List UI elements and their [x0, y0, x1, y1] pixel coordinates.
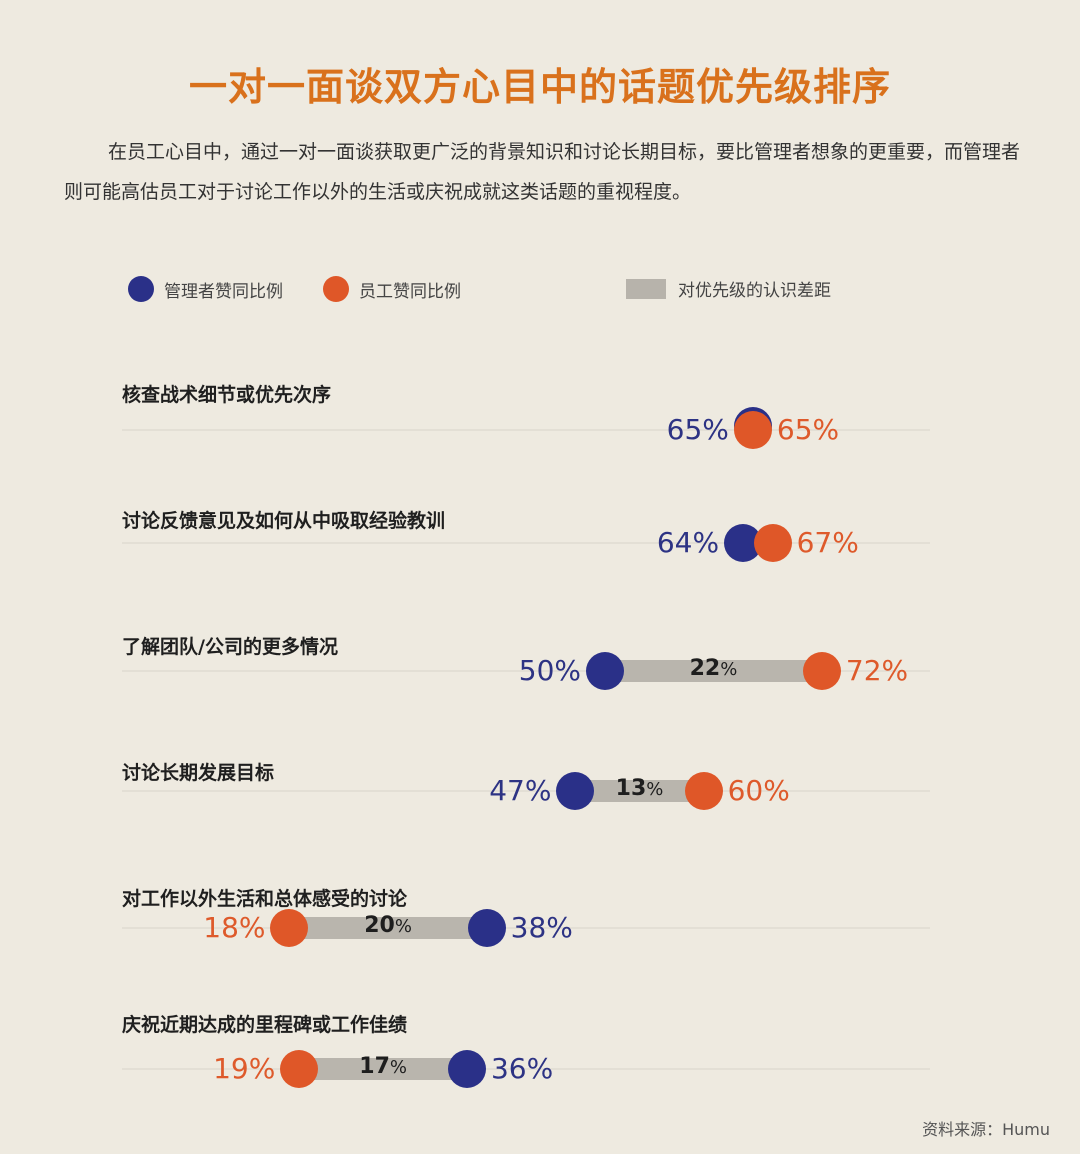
- employee-dot: [733, 411, 772, 449]
- row-label: 庆祝近期达成的里程碑或工作佳绩: [122, 1014, 408, 1036]
- row-baseline: [122, 542, 930, 544]
- gap-percent-sign: %: [389, 1057, 408, 1078]
- gap-value: 20%: [364, 913, 412, 938]
- gap-value: 13%: [616, 776, 664, 801]
- row-baseline: [122, 1068, 930, 1070]
- legend-item-employee: 员工赞同比例: [323, 276, 461, 302]
- intro-text: 在员工心目中，通过一对一面谈获取更广泛的背景知识和讨论长期目标，要比管理者想象的…: [64, 141, 1021, 203]
- employee-value: 67%: [796, 526, 859, 559]
- gap-percent-sign: %: [720, 659, 738, 680]
- row-label: 了解团队/公司的更多情况: [122, 636, 338, 658]
- row-baseline: [122, 670, 930, 672]
- legend-label-employee: 员工赞同比例: [359, 281, 461, 302]
- row-label: 核查战术细节或优先次序: [122, 384, 332, 406]
- employee-value: 19%: [213, 1052, 276, 1085]
- gap-bar: [289, 917, 487, 939]
- manager-dot: [586, 652, 624, 690]
- gap-percent-sign: %: [394, 916, 412, 937]
- gap-bar: [605, 660, 822, 682]
- manager-value: 38%: [510, 911, 573, 944]
- legend-item-manager: 管理者赞同比例: [128, 276, 283, 302]
- chart-title: 一对一面谈双方心目中的话题优先级排序: [188, 64, 891, 109]
- row-baseline: [122, 927, 930, 929]
- gap-value: 22%: [690, 656, 738, 681]
- legend-item-gap: 对优先级的认识差距: [626, 276, 831, 301]
- legend-label-manager: 管理者赞同比例: [164, 281, 283, 302]
- manager-value: 47%: [489, 774, 552, 807]
- legend-label-gap: 对优先级的认识差距: [678, 281, 831, 301]
- gap-number: 20: [364, 913, 395, 938]
- source-note: 资料来源：Humu: [922, 1120, 1050, 1139]
- manager-dot: [556, 772, 595, 810]
- row-label: 对工作以外生活和总体感受的讨论: [122, 888, 408, 910]
- manager-dot-icon: [128, 276, 154, 302]
- gap-number: 22: [689, 656, 721, 681]
- gap-percent-sign: %: [646, 779, 664, 800]
- employee-dot: [280, 1050, 319, 1088]
- row-label: 讨论反馈意见及如何从中吸取经验教训: [122, 510, 446, 532]
- manager-value: 64%: [656, 526, 720, 559]
- employee-dot: [270, 909, 309, 947]
- manager-value: 65%: [666, 413, 729, 446]
- employee-dot: [753, 524, 792, 562]
- gap-number: 13: [615, 776, 647, 801]
- manager-dot: [447, 1050, 486, 1088]
- gap-bar-icon: [626, 278, 666, 299]
- row-label: 讨论长期发展目标: [122, 762, 275, 784]
- employee-value: 60%: [727, 774, 790, 807]
- employee-dot: [802, 652, 841, 690]
- employee-dot-icon: [323, 276, 349, 302]
- gap-value: 17%: [359, 1054, 407, 1079]
- manager-dot: [467, 909, 506, 947]
- gap-bar: [299, 1058, 467, 1080]
- row-baseline: [122, 790, 930, 792]
- manager-value: 50%: [518, 654, 581, 687]
- employee-value: 18%: [203, 911, 266, 944]
- row-baseline: [122, 429, 930, 431]
- legend: 管理者赞同比例 员工赞同比例 对优先级的认识差距: [0, 276, 1080, 306]
- gap-number: 17: [359, 1054, 390, 1079]
- manager-value: 36%: [490, 1052, 554, 1085]
- employee-dot: [684, 772, 723, 810]
- employee-value: 72%: [845, 654, 909, 687]
- employee-value: 65%: [776, 413, 840, 446]
- gap-bar: [575, 780, 704, 802]
